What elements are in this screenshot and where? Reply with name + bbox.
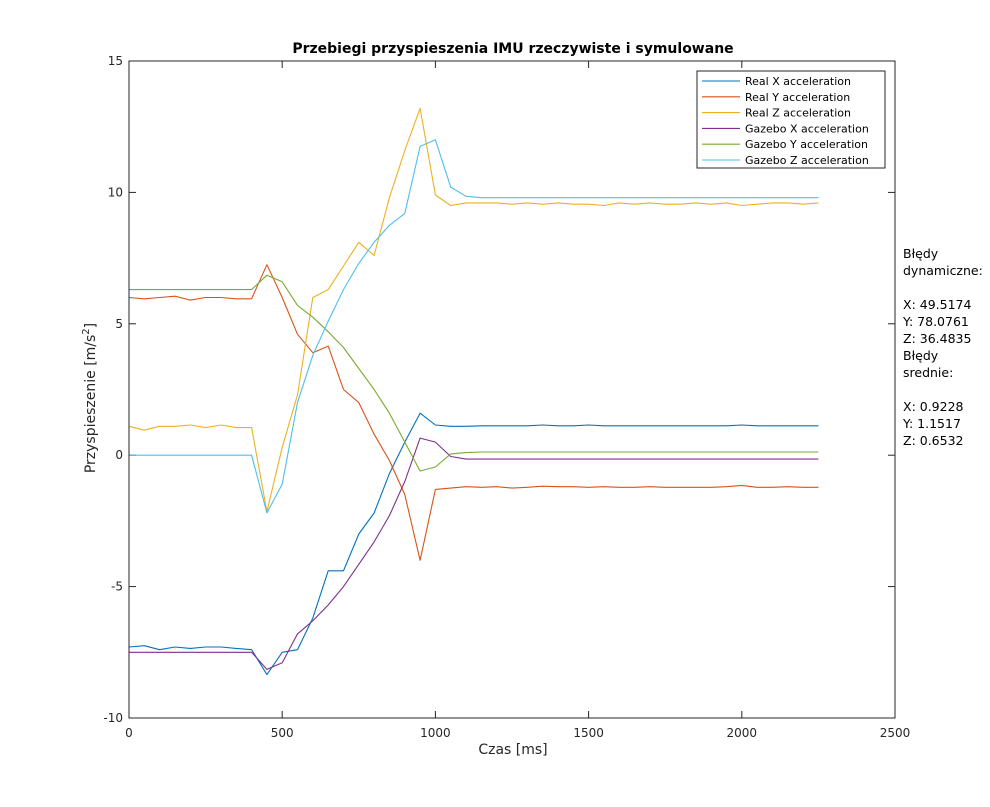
y-tick-label: 0: [115, 448, 123, 462]
x-axis-ticks: 0 500 1000 1500 2000 2500: [125, 61, 910, 740]
y-tick-label: 10: [108, 185, 123, 199]
error-summary-line: Błędy: [903, 348, 939, 363]
x-tick-label: 500: [271, 726, 294, 740]
x-tick-label: 2000: [727, 726, 758, 740]
y-tick-label: 5: [115, 317, 123, 331]
legend-label: Gazebo X acceleration: [745, 122, 869, 135]
error-summary-panel: Błędy dynamiczne: X: 49.5174 Y: 78.0761 Z: 3…: [902, 246, 983, 448]
y-axis-label-superscript: 2: [81, 328, 92, 334]
y-tick-label: 15: [108, 54, 123, 68]
series-line-real-y-acceleration: [128, 264, 819, 561]
y-tick-label: -10: [103, 711, 123, 725]
y-axis-label: Przyspieszenie [m/s2]: [81, 323, 99, 473]
x-tick-label: 0: [125, 726, 133, 740]
legend-box: [696, 70, 886, 169]
error-summary-line: Z: 36.4835: [903, 331, 971, 346]
x-tick-label: 1000: [420, 726, 451, 740]
x-axis-label: Czas [ms]: [478, 742, 547, 758]
error-summary-line: Y: 78.0761: [902, 314, 969, 329]
error-summary-line: Z: 0.6532: [903, 433, 964, 448]
legend-label: Gazebo Z acceleration: [745, 154, 869, 167]
x-tick-label: 2500: [880, 726, 911, 740]
plot-area: [129, 61, 895, 718]
error-summary-line: Błędy: [903, 246, 939, 261]
chart-title: Przebiegi przyspieszenia IMU rzeczywiste…: [292, 41, 733, 57]
series-line-gazebo-z-acceleration: [129, 139, 819, 514]
y-tick-label: -5: [111, 580, 123, 594]
error-summary-line: srednie:: [903, 365, 953, 380]
plot-frame: [128, 60, 896, 719]
error-summary-line: Y: 1.1517: [902, 416, 961, 431]
legend-label: Real X acceleration: [745, 75, 851, 88]
error-summary-line: X: 49.5174: [903, 297, 971, 312]
y-axis-label-main: Przyspieszenie [m/s: [83, 335, 99, 473]
error-summary-line: dynamiczne:: [903, 263, 983, 278]
x-tick-label: 1500: [573, 726, 604, 740]
series-line-real-x-acceleration: [128, 412, 819, 676]
series-lines: [128, 107, 819, 676]
y-axis-label-close: ]: [83, 323, 99, 328]
legend-label: Real Z acceleration: [745, 107, 851, 120]
legend-label: Real Y acceleration: [745, 91, 850, 104]
legend: Real X acceleration Real Y acceleration Re…: [696, 70, 886, 169]
error-summary-line: X: 0.9228: [903, 399, 964, 414]
series-line-gazebo-y-acceleration: [129, 274, 819, 472]
series-line-real-z-acceleration: [128, 107, 819, 513]
legend-label: Gazebo Y acceleration: [745, 138, 868, 151]
series-line-gazebo-x-acceleration: [129, 437, 819, 670]
